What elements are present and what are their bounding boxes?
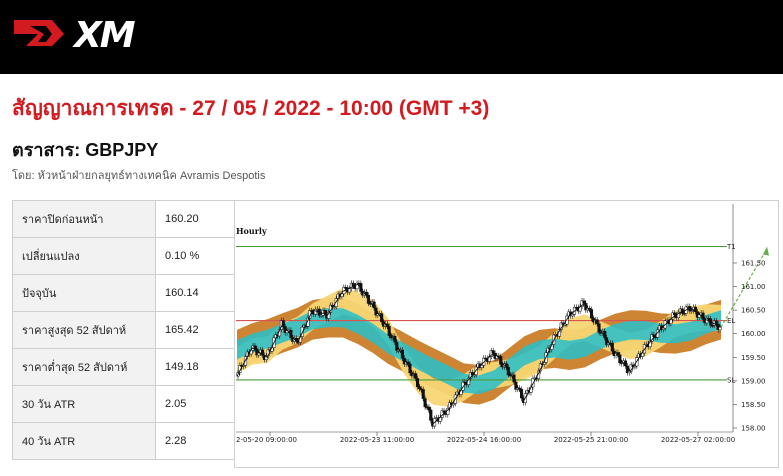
level-lines [236, 245, 769, 381]
candle-body [253, 345, 257, 349]
candle-body [673, 312, 677, 316]
candle-body [472, 374, 476, 377]
level-label-t1: T1 [726, 243, 736, 251]
x-tick-label: 2022-05-24 16:00:00 [447, 436, 521, 444]
candle-body [480, 365, 484, 368]
xm-logo-mark-icon [14, 20, 64, 46]
candle-body [571, 314, 575, 317]
candle-body [442, 410, 446, 413]
level-label-sl: SL [727, 376, 735, 384]
projection-arrow-head [763, 246, 769, 256]
x-tick-label: 2-05-20 09:00:00 [236, 436, 297, 444]
stat-value: 2.05 [155, 385, 235, 423]
candle-body [395, 341, 399, 351]
candle-body [289, 329, 293, 339]
candle-body [531, 378, 535, 388]
candle-body [421, 389, 425, 399]
stat-label: เปลี่ยนแปลง [12, 237, 156, 275]
level-label-el: EL [727, 317, 735, 325]
candle-body [610, 342, 614, 352]
stat-label: 40 วัน ATR [12, 422, 156, 460]
table-row: 30 วัน ATR 2.05 [12, 385, 235, 423]
table-row: ปัจจุบัน 160.14 [12, 274, 235, 312]
candle-body [347, 288, 352, 293]
y-tick-label: 158.00 [741, 425, 766, 433]
stat-value: 160.14 [155, 274, 235, 312]
author-line: โดย: หัวหน้าฝ่ายกลยุทธ์ทางเทคนิค Avramis… [12, 170, 266, 182]
table-row: ราคาสูงสุด 52 สัปดาห์ 165.42 [12, 311, 235, 349]
y-tick-label: 159.00 [741, 377, 766, 385]
band-teal [237, 308, 721, 395]
stat-label: 30 วัน ATR [12, 385, 156, 423]
header-bar: XM [0, 0, 783, 74]
candle-body [260, 349, 265, 356]
stat-value: 165.42 [155, 311, 235, 349]
y-tick-label: 158.50 [741, 401, 766, 409]
price-series-line [236, 283, 722, 425]
candle-body [334, 298, 338, 307]
y-tick-label: 160.50 [741, 307, 766, 315]
candle-body [380, 313, 384, 322]
table-row: เปลี่ยนแปลง 0.10 % [12, 237, 235, 275]
candle-body [661, 327, 665, 330]
candle-body [716, 323, 720, 331]
candle-body [264, 355, 268, 361]
price-chart: Hourly 161.50 161.00 160.50 160.00 159.50 159… [234, 200, 779, 468]
candle-body [295, 338, 299, 341]
table-row: ราคาปิดก่อนหน้า 160.20 [12, 200, 235, 238]
xm-logo[interactable]: XM [12, 12, 136, 54]
stat-value: 0.10 % [155, 237, 235, 275]
candle-body [355, 282, 359, 290]
y-tick-label: 160.00 [741, 330, 766, 338]
candle-body [676, 311, 681, 318]
stat-label: ราคาสูงสุด 52 สัปดาห์ [12, 311, 156, 349]
candle-body [281, 320, 285, 327]
candle-body [690, 310, 694, 313]
candle-body [580, 300, 584, 307]
candle-body [323, 310, 327, 314]
candle-body [714, 320, 718, 325]
stat-value: 2.28 [155, 422, 235, 460]
stat-label: ปัจจุบัน [12, 274, 156, 312]
candle-body [461, 381, 465, 391]
candle-body [710, 325, 715, 327]
xm-logo-text: XM [74, 15, 136, 56]
candle-body [627, 371, 631, 374]
candle-body [423, 398, 427, 408]
x-tick-label: 2022-05-25 21:00:00 [554, 436, 628, 444]
y-tick-label: 161.50 [741, 260, 766, 268]
candle-body [416, 378, 420, 388]
chart-svg: Hourly 161.50 161.00 160.50 160.00 159.50 159… [234, 200, 779, 468]
table-row: ราคาต่ำสุด 52 สัปดาห์ 149.18 [12, 348, 235, 386]
stat-value: 149.18 [155, 348, 235, 386]
level-labels: T1 EL SL [726, 243, 736, 384]
page-title: สัญญาณการเทรด - 27 / 05 / 2022 - 10:00 (… [12, 97, 490, 120]
x-tick-label: 2022-05-23 11:00:00 [340, 436, 414, 444]
chart-title: Hourly [236, 226, 267, 236]
y-tick-label: 161.00 [741, 283, 766, 291]
stat-label: ราคาต่ำสุด 52 สัปดาห์ [12, 348, 156, 386]
candle-body [327, 311, 331, 319]
candle-body [718, 327, 722, 331]
stat-label: ราคาปิดก่อนหน้า [12, 200, 156, 238]
y-tick-labels: 161.50 161.00 160.50 160.00 159.50 159.00 158.… [733, 260, 766, 433]
instrument-heading: ตราสาร: GBPJPY [12, 140, 159, 160]
stat-value: 160.20 [155, 200, 235, 238]
price-path [236, 283, 722, 425]
x-tick-labels: 2-05-20 09:00:00 2022-05-23 11:00:00 2022-… [236, 432, 735, 444]
candle-body [400, 349, 404, 359]
candle-body [616, 352, 620, 356]
stats-table: ราคาปิดก่อนหน้า 160.20 เปลี่ยนแปลง 0.10 % … [12, 200, 235, 460]
table-row: 40 วัน ATR 2.28 [12, 422, 235, 460]
x-tick-label: 2022-05-27 02:00:00 [661, 436, 735, 444]
candle-body [257, 352, 261, 356]
candle-body [319, 314, 323, 317]
y-tick-label: 159.50 [741, 354, 766, 362]
